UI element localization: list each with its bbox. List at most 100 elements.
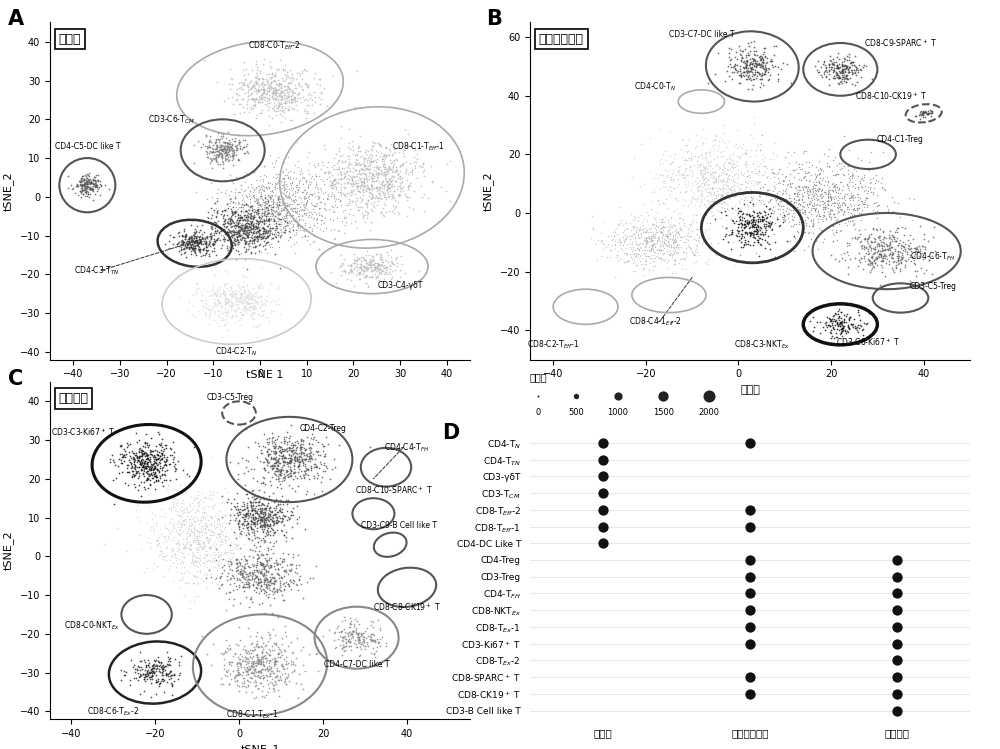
- Point: [197, 519, 213, 531]
- Point: [220, 556, 236, 568]
- Point: [237, 512, 253, 524]
- Point: [262, 241, 278, 253]
- Point: [271, 510, 287, 522]
- Point: [157, 533, 173, 545]
- Point: [185, 548, 201, 560]
- Point: [223, 299, 239, 311]
- Point: [90, 175, 106, 187]
- Point: [256, 462, 272, 474]
- Point: [228, 539, 244, 551]
- Point: [142, 464, 158, 476]
- Point: [372, 633, 388, 645]
- Point: [774, 210, 790, 222]
- Point: [234, 143, 250, 155]
- Point: [287, 565, 303, 577]
- Point: [189, 239, 205, 251]
- Point: [249, 225, 265, 237]
- Point: [317, 203, 333, 215]
- Point: [864, 256, 880, 268]
- Point: [255, 91, 271, 103]
- Point: [388, 160, 404, 172]
- Point: [204, 576, 220, 588]
- Point: [231, 680, 247, 692]
- Point: [806, 202, 822, 214]
- Point: [211, 225, 227, 237]
- Point: [629, 248, 645, 260]
- Point: [836, 316, 852, 328]
- Point: [139, 458, 155, 470]
- Point: [223, 673, 239, 685]
- Point: [801, 198, 817, 210]
- Point: [730, 169, 746, 181]
- Point: [226, 229, 242, 241]
- Point: [887, 243, 903, 255]
- Point: [233, 247, 249, 259]
- Point: [362, 259, 378, 271]
- Point: [657, 237, 673, 249]
- Point: [743, 229, 759, 241]
- Point: [636, 213, 652, 225]
- Point: [268, 105, 284, 117]
- Point: [259, 208, 275, 220]
- Point: [282, 452, 298, 464]
- Point: [254, 503, 270, 515]
- Point: [265, 530, 281, 542]
- Point: [335, 631, 351, 643]
- Point: [831, 197, 847, 209]
- Point: [276, 184, 292, 195]
- Point: [272, 230, 288, 242]
- Point: [165, 498, 181, 510]
- Point: [283, 576, 299, 588]
- Point: [833, 157, 849, 169]
- Point: [734, 219, 750, 231]
- Point: [140, 659, 156, 671]
- Point: [224, 206, 240, 218]
- Point: [241, 234, 257, 246]
- Point: [723, 155, 739, 167]
- Point: [251, 551, 267, 563]
- Point: [912, 109, 928, 121]
- Point: [817, 203, 833, 215]
- Point: [378, 267, 394, 279]
- Point: [810, 193, 826, 205]
- Point: [352, 181, 368, 192]
- Point: [689, 246, 705, 258]
- Point: [810, 213, 826, 225]
- Text: CD3-C5-Treg: CD3-C5-Treg: [909, 282, 956, 291]
- Point: [282, 165, 298, 177]
- Point: [340, 175, 356, 187]
- Point: [731, 152, 747, 164]
- Point: [374, 258, 390, 270]
- Point: [255, 509, 271, 521]
- Point: [355, 186, 371, 198]
- Point: [273, 79, 289, 91]
- Point: [179, 537, 195, 549]
- Point: [215, 229, 231, 241]
- Point: [237, 232, 253, 244]
- Point: [745, 220, 761, 232]
- Point: [154, 673, 170, 685]
- Point: [337, 643, 353, 655]
- Point: [226, 205, 242, 217]
- Point: [264, 464, 280, 476]
- Point: [221, 138, 237, 150]
- Point: [183, 232, 199, 244]
- Point: [137, 446, 153, 458]
- Point: [173, 248, 189, 260]
- Point: [146, 524, 162, 536]
- Point: [647, 228, 663, 240]
- Point: [248, 87, 264, 99]
- Point: [207, 299, 223, 311]
- Point: [282, 231, 298, 243]
- Point: [283, 215, 299, 227]
- Point: [227, 670, 243, 682]
- Point: [235, 509, 251, 521]
- Point: [649, 226, 665, 238]
- Point: [106, 456, 122, 468]
- Point: [368, 182, 384, 194]
- Point: [343, 189, 359, 201]
- Point: [277, 112, 293, 124]
- Point: [817, 58, 833, 70]
- Point: [224, 154, 240, 166]
- Point: [686, 187, 702, 198]
